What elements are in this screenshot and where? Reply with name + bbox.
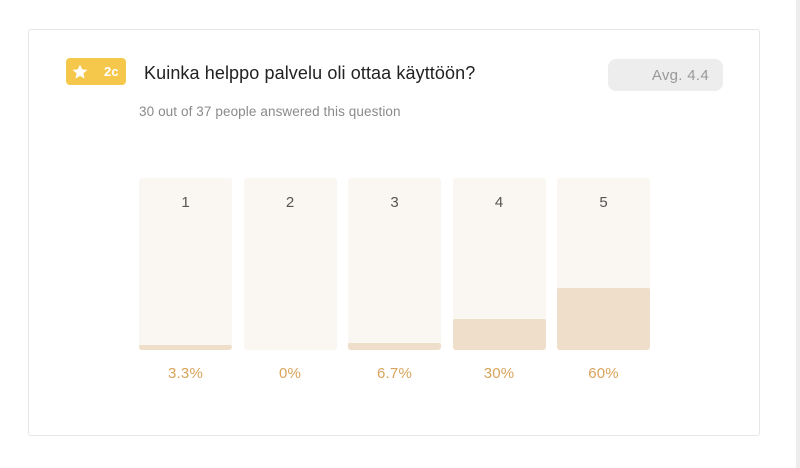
bar-track: 2 — [243, 178, 337, 350]
rating-label: 1 — [181, 194, 190, 211]
rating-column: 3 6.7% — [348, 178, 441, 388]
bar — [139, 345, 232, 350]
percentage-label: 30% — [483, 365, 515, 382]
percentage-label: 0% — [278, 365, 302, 382]
rating-label: 4 — [494, 194, 504, 211]
percentage-label: 6.7% — [377, 365, 412, 382]
rating-label: 2 — [285, 194, 295, 211]
rating-column: 5 60% — [557, 178, 650, 388]
question-result-card: 2c Kuinka helppo palvelu oli ottaa käytt… — [28, 29, 760, 436]
bar — [452, 319, 546, 350]
bar-track: 3 — [348, 178, 441, 350]
star-icon — [71, 63, 89, 81]
percentage-label: 3.3% — [168, 365, 203, 382]
answered-count: 30 out of 37 people answered this questi… — [139, 104, 401, 119]
bar — [557, 288, 650, 350]
rating-column: 1 3.3% — [139, 178, 232, 388]
average-badge: Avg. 4.4 — [608, 59, 723, 91]
rating-label: 5 — [599, 194, 608, 211]
bar — [348, 343, 441, 350]
bar-track: 4 — [452, 178, 546, 350]
bar-track: 1 — [139, 178, 232, 350]
rating-column: 2 0% — [243, 178, 337, 388]
question-number: 2c — [104, 64, 119, 79]
percentage-label: 60% — [588, 365, 619, 382]
question-title: Kuinka helppo palvelu oli ottaa käyttöön… — [144, 63, 476, 83]
bar-track: 5 — [557, 178, 650, 350]
scrollbar-track[interactable] — [796, 0, 800, 468]
rating-column: 4 30% — [452, 178, 546, 388]
rating-label: 3 — [390, 194, 399, 211]
rating-distribution-chart: 1 3.3% 2 0% 3 6.7% 4 30% 5 60% — [139, 178, 659, 398]
question-badge: 2c — [66, 58, 126, 85]
